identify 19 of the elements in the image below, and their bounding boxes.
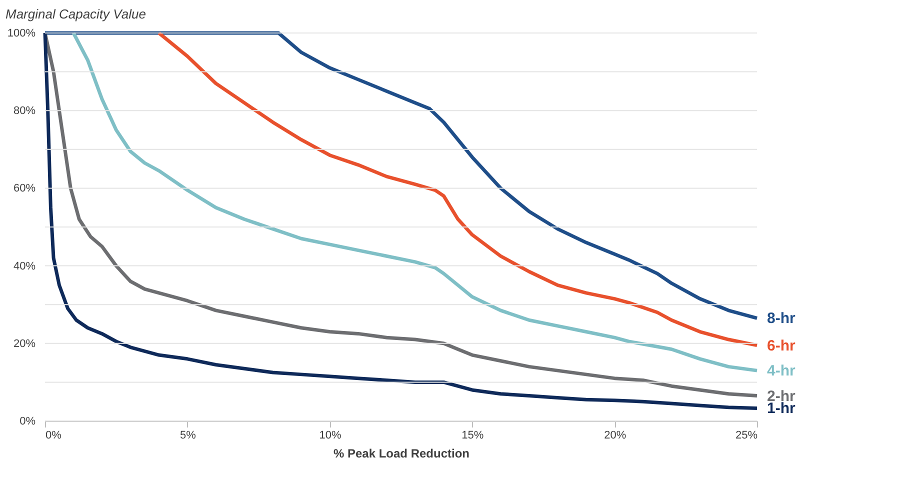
- x-tick-label: 0%: [46, 430, 62, 442]
- line-series: [157, 31, 759, 348]
- y-tick-label: 40%: [13, 260, 36, 272]
- series-label: 6-hr: [767, 337, 796, 354]
- x-tick-label: 5%: [180, 430, 196, 442]
- line-series: [43, 31, 759, 320]
- y-tick-label: 100%: [7, 28, 36, 40]
- y-tick-label: 0%: [20, 416, 36, 428]
- x-tick-label: 10%: [319, 430, 342, 442]
- x-tick-label: 15%: [462, 430, 484, 442]
- x-axis-title: % Peak Load Reduction: [333, 446, 470, 460]
- series-label: 8-hr: [767, 310, 796, 328]
- series-label: 4-hr: [767, 362, 796, 380]
- x-tick-label: 20%: [604, 430, 626, 442]
- y-tick-label: 20%: [13, 338, 36, 350]
- y-axis-title: Marginal Capacity Value: [6, 6, 146, 22]
- x-tick-label: 25%: [735, 430, 758, 442]
- y-tick-label: 80%: [13, 105, 36, 118]
- y-tick-label: 60%: [13, 182, 36, 195]
